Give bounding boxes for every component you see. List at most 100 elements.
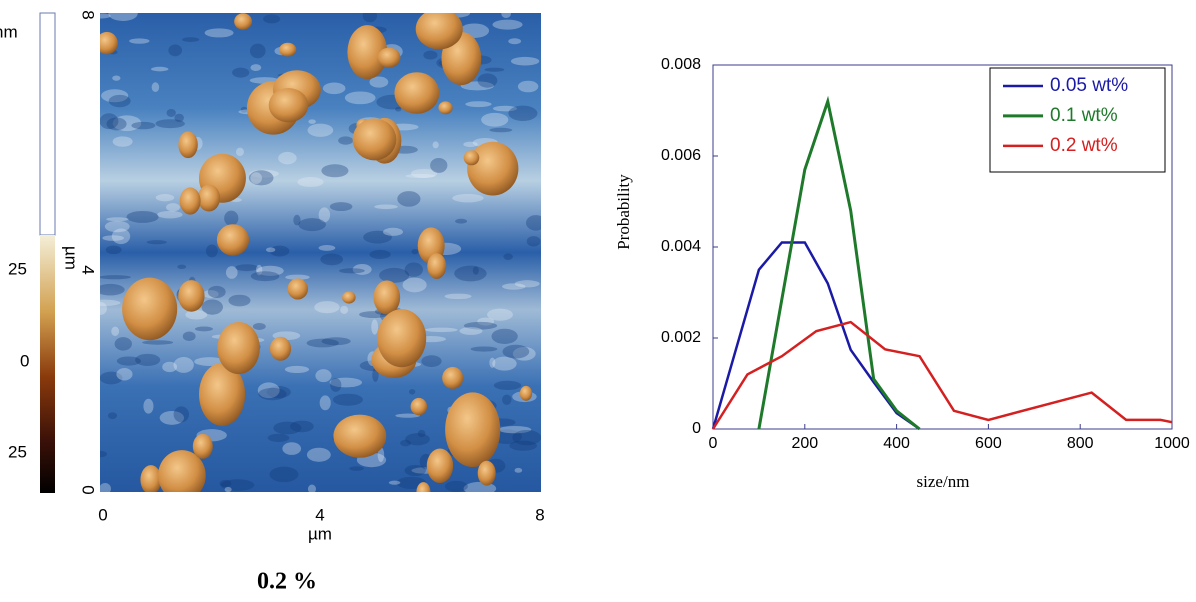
texture — [444, 293, 472, 300]
colorbar-unit: nm — [0, 22, 18, 41]
texture — [512, 347, 536, 361]
texture — [395, 106, 402, 112]
particle — [410, 397, 428, 416]
x-tick-label: 8 — [535, 505, 544, 524]
texture — [501, 13, 511, 19]
texture — [107, 412, 118, 420]
particle — [445, 392, 501, 468]
texture — [269, 245, 290, 257]
legend-label: 0.1 wt% — [1050, 105, 1118, 126]
x-axis-label: size/nm — [917, 472, 970, 491]
texture — [112, 75, 121, 81]
texture — [250, 271, 280, 282]
texture — [108, 94, 131, 108]
y-tick-label: 8 — [79, 10, 98, 19]
x-tick-label: 600 — [975, 435, 1002, 452]
texture — [278, 151, 297, 165]
legend-label: 0.2 wt% — [1050, 135, 1118, 156]
texture — [273, 421, 302, 435]
texture — [330, 378, 342, 392]
texture — [258, 387, 287, 401]
texture — [321, 337, 351, 346]
particle — [394, 72, 440, 114]
texture — [201, 299, 223, 315]
particle — [463, 150, 480, 166]
y-tick-label: 4 — [79, 265, 98, 274]
texture — [502, 344, 530, 359]
particle — [342, 291, 356, 304]
texture — [454, 265, 487, 282]
particle — [100, 31, 118, 55]
texture — [411, 248, 419, 255]
texture — [166, 108, 176, 117]
particle — [287, 278, 308, 300]
texture — [369, 249, 391, 260]
particle — [158, 450, 206, 492]
texture — [517, 80, 539, 93]
particle — [199, 362, 246, 426]
texture — [112, 115, 142, 132]
texture — [459, 327, 483, 335]
x-tick-label: 0 — [98, 505, 107, 524]
texture — [526, 215, 541, 231]
texture — [112, 136, 133, 147]
colorbar-label: 0 — [20, 351, 29, 370]
texture — [362, 13, 377, 23]
texture — [318, 244, 336, 251]
texture — [219, 479, 232, 488]
texture — [383, 227, 403, 236]
texture — [338, 136, 354, 145]
texture — [508, 38, 522, 45]
texture — [463, 321, 498, 330]
texture — [290, 420, 314, 433]
texture — [111, 228, 131, 245]
texture — [173, 356, 194, 373]
texture — [487, 308, 513, 321]
texture — [265, 247, 276, 253]
texture — [249, 169, 279, 178]
particle — [192, 433, 213, 459]
texture — [282, 442, 302, 455]
texture — [151, 82, 160, 93]
particle — [426, 448, 454, 484]
texture — [111, 326, 120, 337]
y-tick-label: 0 — [692, 420, 701, 437]
series-line — [711, 241, 921, 431]
y-axis-unit: µm — [62, 246, 81, 270]
texture — [135, 353, 161, 366]
texture — [298, 218, 326, 232]
texture — [509, 440, 538, 451]
texture — [101, 89, 129, 103]
texture — [162, 361, 178, 373]
texture — [397, 191, 421, 207]
texture — [319, 395, 331, 411]
texture — [182, 37, 200, 42]
texture — [293, 214, 301, 226]
texture — [308, 119, 316, 124]
texture — [410, 168, 438, 179]
texture — [492, 105, 518, 112]
texture — [421, 355, 442, 367]
texture — [126, 210, 159, 223]
texture — [100, 299, 121, 306]
texture — [409, 389, 416, 395]
texture — [322, 82, 346, 95]
texture — [314, 301, 340, 314]
texture — [493, 380, 522, 391]
texture — [267, 433, 290, 442]
particle — [140, 465, 162, 492]
texture — [250, 172, 263, 184]
texture — [232, 67, 250, 78]
y-tick-label: 0.004 — [661, 238, 701, 255]
y-tick-label: 0.006 — [661, 147, 701, 164]
texture — [306, 447, 331, 462]
particle — [373, 280, 401, 315]
texture — [404, 262, 423, 277]
particle — [415, 13, 463, 50]
particle — [268, 88, 309, 123]
texture — [151, 66, 169, 72]
legend-label: 0.05 wt% — [1050, 75, 1128, 96]
x-tick-label: 0 — [709, 435, 718, 452]
texture — [225, 266, 238, 279]
